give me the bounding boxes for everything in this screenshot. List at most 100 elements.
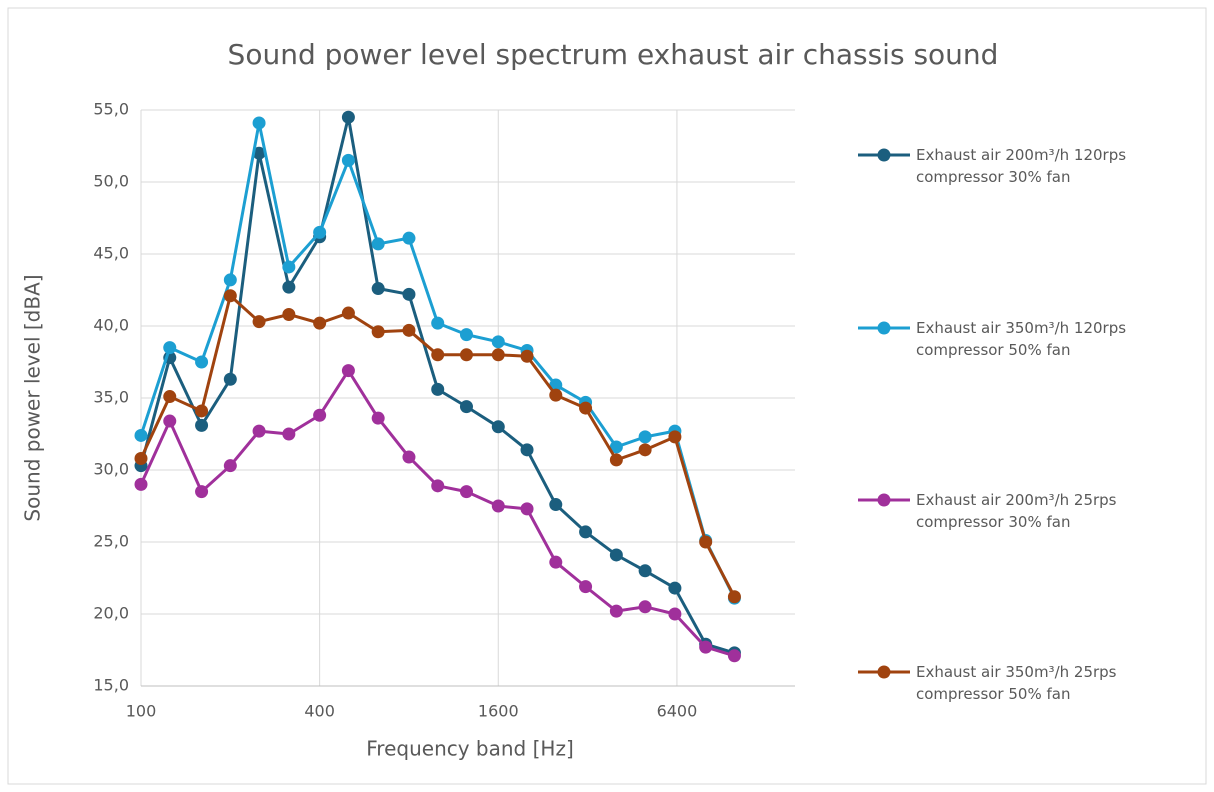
data-point	[163, 414, 177, 428]
chart-border	[7, 7, 1207, 785]
data-point	[459, 485, 473, 499]
legend-swatch-marker	[877, 665, 891, 679]
data-point	[609, 604, 623, 618]
data-point	[638, 430, 652, 444]
data-point	[549, 388, 563, 402]
data-point	[252, 315, 266, 329]
legend-swatch-marker	[877, 148, 891, 162]
y-tick-label: 45,0	[93, 244, 129, 263]
data-point	[313, 225, 327, 239]
x-tick-label: 6400	[657, 702, 698, 721]
legend-label: Exhaust air 200m³/h 120rps compressor 30…	[916, 146, 1127, 186]
data-point	[282, 307, 296, 321]
data-point	[727, 649, 741, 663]
data-point	[520, 443, 534, 457]
data-point	[282, 427, 296, 441]
data-point	[223, 289, 237, 303]
data-point	[638, 443, 652, 457]
data-point	[459, 400, 473, 414]
x-tick-label: 400	[304, 702, 335, 721]
data-point	[459, 348, 473, 362]
data-point	[195, 418, 209, 432]
data-point	[282, 280, 296, 294]
y-tick-label: 55,0	[93, 100, 129, 119]
data-point	[638, 564, 652, 578]
data-point	[134, 428, 148, 442]
data-point	[668, 607, 682, 621]
data-point	[402, 323, 416, 337]
data-point	[195, 355, 209, 369]
data-point	[341, 364, 355, 378]
data-point	[609, 453, 623, 467]
data-point	[163, 390, 177, 404]
x-axis-label: Frequency band [Hz]	[366, 737, 574, 761]
data-point	[459, 328, 473, 342]
data-point	[134, 477, 148, 491]
data-point	[402, 287, 416, 301]
data-point	[491, 420, 505, 434]
data-point	[223, 273, 237, 287]
data-point	[668, 581, 682, 595]
data-point	[491, 335, 505, 349]
data-point	[371, 237, 385, 251]
data-point	[491, 348, 505, 362]
data-point	[402, 231, 416, 245]
data-point	[431, 382, 445, 396]
legend-label: Exhaust air 200m³/h 25rps compressor 30%…	[916, 491, 1117, 531]
data-point	[638, 600, 652, 614]
legend-label: Exhaust air 350m³/h 120rps compressor 50…	[916, 319, 1127, 359]
data-point	[223, 372, 237, 386]
data-point	[609, 548, 623, 562]
y-tick-label: 30,0	[93, 460, 129, 479]
y-tick-label: 20,0	[93, 604, 129, 623]
data-point	[668, 430, 682, 444]
data-point	[341, 153, 355, 167]
data-point	[195, 485, 209, 499]
data-point	[341, 110, 355, 124]
data-point	[371, 411, 385, 425]
legend-swatch-marker	[877, 321, 891, 335]
data-point	[579, 525, 593, 539]
data-point	[371, 325, 385, 339]
data-point	[313, 408, 327, 422]
data-point	[313, 316, 327, 330]
data-point	[252, 116, 266, 130]
data-point	[371, 282, 385, 296]
data-point	[431, 479, 445, 493]
data-point	[134, 451, 148, 465]
legend-label: Exhaust air 350m³/h 25rps compressor 50%…	[916, 663, 1117, 703]
data-point	[609, 440, 623, 454]
data-point	[431, 348, 445, 362]
data-point	[223, 459, 237, 473]
data-point	[282, 260, 296, 274]
data-point	[491, 499, 505, 513]
data-point	[402, 450, 416, 464]
chart-title: Sound power level spectrum exhaust air c…	[228, 38, 999, 71]
x-tick-label: 1600	[478, 702, 519, 721]
data-point	[163, 341, 177, 355]
data-point	[520, 502, 534, 516]
y-tick-label: 25,0	[93, 532, 129, 551]
x-tick-label: 100	[126, 702, 157, 721]
y-tick-label: 15,0	[93, 676, 129, 695]
data-point	[549, 555, 563, 569]
data-point	[699, 535, 713, 549]
data-point	[431, 316, 445, 330]
y-tick-label: 40,0	[93, 316, 129, 335]
data-point	[579, 580, 593, 594]
y-tick-label: 35,0	[93, 388, 129, 407]
data-point	[252, 146, 266, 160]
data-point	[520, 349, 534, 363]
data-point	[699, 640, 713, 654]
data-point	[579, 401, 593, 415]
data-point	[195, 404, 209, 418]
y-tick-label: 50,0	[93, 172, 129, 191]
data-point	[727, 590, 741, 604]
data-point	[549, 498, 563, 512]
legend-swatch-marker	[877, 493, 891, 507]
data-point	[341, 306, 355, 320]
data-point	[252, 424, 266, 438]
y-axis-label: Sound power level [dBA]	[21, 274, 45, 521]
